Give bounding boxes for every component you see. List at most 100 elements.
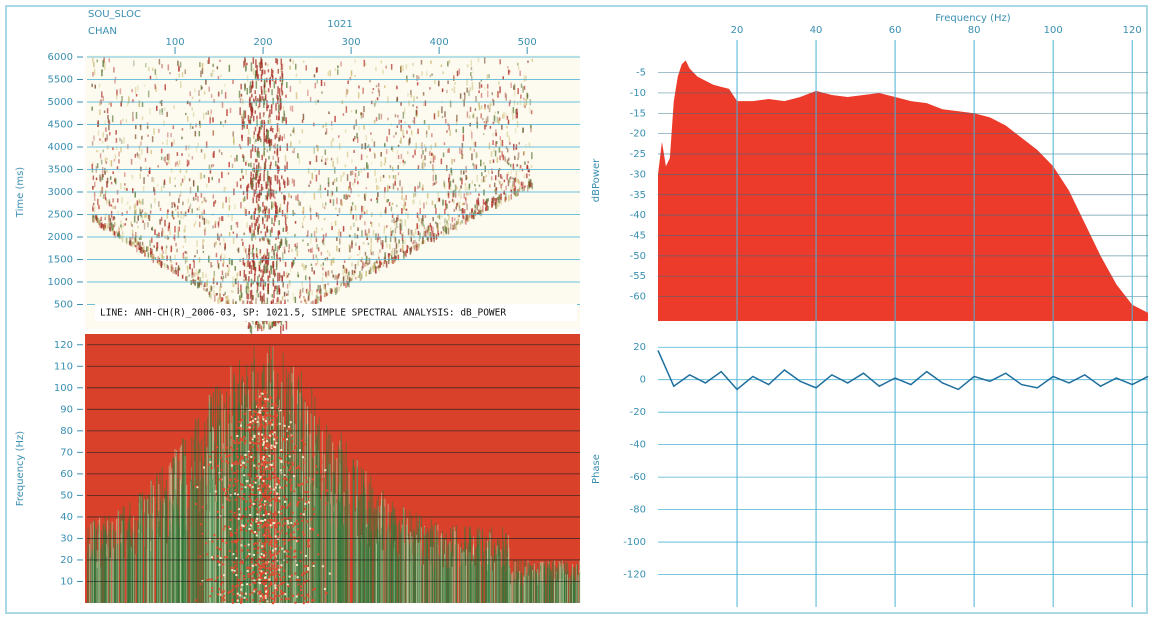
trace-sample bbox=[210, 73, 213, 77]
trace-sample bbox=[274, 320, 276, 327]
spectrum-sample bbox=[247, 453, 250, 456]
spectrum-sample bbox=[261, 485, 264, 488]
trace-sample bbox=[191, 268, 194, 275]
trace-sample bbox=[453, 222, 456, 230]
trace-sample bbox=[198, 99, 201, 102]
trace-sample bbox=[363, 211, 366, 215]
trace-sample bbox=[362, 206, 365, 213]
trace-sample bbox=[132, 233, 134, 240]
spectrum-sample bbox=[313, 513, 316, 516]
trace-sample bbox=[292, 129, 294, 133]
trace-sample bbox=[373, 267, 376, 270]
trace-sample bbox=[240, 296, 242, 301]
trace-sample bbox=[350, 206, 353, 211]
trace-sample bbox=[357, 275, 360, 279]
trace-sample bbox=[453, 208, 456, 212]
trace-sample bbox=[104, 63, 106, 70]
trace-sample bbox=[250, 177, 253, 184]
trace-sample bbox=[514, 128, 517, 134]
trace-sample bbox=[283, 113, 286, 121]
trace-sample bbox=[369, 268, 372, 273]
trace-sample bbox=[243, 232, 245, 236]
trace-sample bbox=[92, 218, 95, 224]
trace-sample bbox=[116, 166, 119, 170]
trace-sample bbox=[138, 100, 141, 107]
trace-sample bbox=[301, 225, 304, 228]
trace-sample bbox=[514, 190, 516, 196]
trace-sample bbox=[266, 183, 268, 189]
trace-sample bbox=[251, 81, 254, 88]
trace-sample bbox=[258, 126, 261, 134]
trace-sample bbox=[151, 67, 154, 71]
trace-sample bbox=[382, 174, 385, 178]
trace-sample bbox=[305, 300, 307, 307]
trace-sample bbox=[351, 262, 353, 267]
trace-sample bbox=[503, 111, 505, 119]
spectrum-sample bbox=[260, 422, 263, 425]
trace-sample bbox=[267, 283, 269, 289]
spectrum-sample bbox=[234, 460, 237, 463]
trace-sample bbox=[136, 221, 138, 224]
trace-sample bbox=[454, 184, 457, 192]
trace-sample bbox=[402, 111, 405, 119]
spectrum-sample bbox=[243, 435, 246, 438]
trace-sample bbox=[495, 187, 497, 195]
trace-sample bbox=[492, 99, 495, 106]
spectrum-sample bbox=[264, 444, 267, 447]
trace-sample bbox=[508, 102, 511, 107]
trace-sample bbox=[272, 268, 275, 276]
trace-sample bbox=[109, 227, 112, 232]
trace-sample bbox=[386, 136, 388, 142]
trace-sample bbox=[146, 146, 149, 154]
trace-sample bbox=[195, 278, 198, 284]
trace-sample bbox=[424, 100, 427, 106]
trace-sample bbox=[378, 90, 381, 97]
trace-sample bbox=[355, 109, 357, 114]
trace-sample bbox=[340, 61, 342, 67]
trace-sample bbox=[402, 231, 405, 236]
trace-sample bbox=[310, 237, 312, 244]
trace-sample bbox=[131, 174, 134, 179]
trace-sample bbox=[491, 201, 493, 208]
trace-sample bbox=[246, 74, 249, 82]
trace-sample bbox=[106, 177, 109, 184]
trace-sample bbox=[348, 243, 351, 251]
spectrum-sample bbox=[234, 585, 237, 588]
trace-sample bbox=[295, 63, 297, 70]
trace-sample bbox=[396, 125, 399, 128]
trace-sample bbox=[270, 176, 272, 186]
trace-sample bbox=[470, 129, 472, 134]
trace-sample bbox=[447, 61, 449, 67]
trace-sample bbox=[407, 245, 410, 249]
trace-sample bbox=[416, 82, 419, 86]
trace-sample bbox=[390, 227, 392, 235]
trace-sample bbox=[440, 158, 443, 165]
trace-sample bbox=[361, 143, 363, 150]
trace-sample bbox=[415, 244, 418, 251]
trace-sample bbox=[255, 291, 258, 299]
trace-sample bbox=[240, 284, 242, 292]
trace-sample bbox=[102, 60, 104, 68]
trace-sample bbox=[313, 74, 316, 78]
trace-sample bbox=[171, 210, 174, 217]
trace-sample bbox=[284, 155, 287, 162]
trace-sample bbox=[461, 207, 464, 213]
trace-sample bbox=[263, 236, 265, 241]
trace-sample bbox=[350, 110, 353, 113]
trace-sample bbox=[248, 253, 250, 261]
trace-sample bbox=[115, 94, 118, 100]
trace-sample bbox=[184, 211, 187, 217]
trace-sample bbox=[197, 195, 199, 202]
trace-sample bbox=[137, 225, 139, 229]
trace-sample bbox=[492, 140, 494, 146]
trace-sample bbox=[223, 241, 226, 246]
spectrum-sample bbox=[256, 547, 259, 550]
spectrum-sample bbox=[307, 542, 310, 545]
trace-sample bbox=[163, 181, 165, 188]
trace-sample bbox=[304, 275, 307, 281]
trace-sample bbox=[142, 198, 144, 205]
trace-sample bbox=[259, 238, 261, 242]
spectrum-sample bbox=[223, 489, 226, 492]
trace-sample bbox=[338, 135, 340, 138]
trace-sample bbox=[118, 233, 120, 238]
